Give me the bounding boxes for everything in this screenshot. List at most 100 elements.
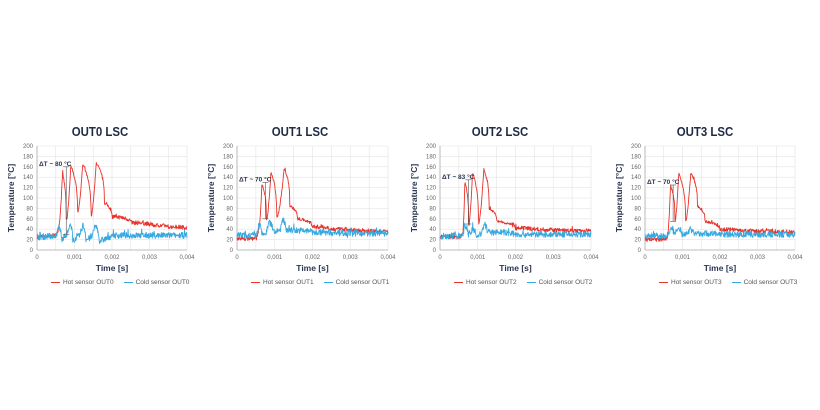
svg-text:160: 160 xyxy=(23,165,34,171)
svg-text:100: 100 xyxy=(23,196,34,202)
svg-text:140: 140 xyxy=(223,175,234,181)
line-plot: 0 20 40 60 80 100 120 140 160 180 200 0 0,001 0,002 0,… xyxy=(614,144,803,273)
legend-label: Cold sensor OUT1 xyxy=(335,279,390,286)
chart-panel-out2: OUT2 LSC 0 20 40 60 80 100 120 140 160 180 200 0 0,0… xyxy=(400,120,600,295)
svg-text:0: 0 xyxy=(230,248,234,254)
legend-label: Cold sensor OUT3 xyxy=(743,279,798,286)
legend-item-cold: Cold sensor OUT3 xyxy=(731,279,798,286)
hot-sensor-line xyxy=(644,172,796,242)
svg-text:120: 120 xyxy=(426,186,437,192)
svg-text:160: 160 xyxy=(426,165,437,171)
svg-text:80: 80 xyxy=(429,206,436,212)
svg-text:0,002: 0,002 xyxy=(712,255,728,261)
grid: 0 20 40 60 80 100 120 140 160 180 200 0 0,001 0,002 0,… xyxy=(631,144,803,261)
svg-text:200: 200 xyxy=(631,144,642,150)
svg-text:ΔT ~ 70 °C: ΔT ~ 70 °C xyxy=(647,178,680,186)
svg-text:20: 20 xyxy=(226,238,233,244)
svg-text:0: 0 xyxy=(433,248,437,254)
legend-label: Cold sensor OUT0 xyxy=(135,279,190,286)
svg-text:0,001: 0,001 xyxy=(470,255,486,261)
line-plot: 0 20 40 60 80 100 120 140 160 180 200 0 0,001 0,002 0,… xyxy=(206,144,396,273)
svg-text:200: 200 xyxy=(426,144,437,150)
svg-text:200: 200 xyxy=(223,144,234,150)
svg-text:0,003: 0,003 xyxy=(343,255,359,261)
grid: 0 20 40 60 80 100 120 140 160 180 200 0 0,001 0,002 0,… xyxy=(426,144,599,261)
hot-sensor-line xyxy=(439,167,592,240)
svg-text:80: 80 xyxy=(634,206,641,212)
x-axis-label: Time [s] xyxy=(499,263,532,273)
legend-label: Hot sensor OUT0 xyxy=(63,279,114,286)
hot-swatch-icon xyxy=(251,281,260,284)
svg-text:100: 100 xyxy=(426,196,437,202)
cold-sensor-line xyxy=(439,221,592,240)
chart-title: OUT1 LSC xyxy=(271,124,329,139)
cold-swatch-icon xyxy=(731,281,741,284)
svg-text:40: 40 xyxy=(429,227,436,233)
svg-text:0,004: 0,004 xyxy=(583,255,599,261)
svg-text:ΔT ~ 70 °C: ΔT ~ 70 °C xyxy=(239,175,272,183)
x-axis-label: Time [s] xyxy=(704,263,737,273)
grid: 0 20 40 60 80 100 120 140 160 180 200 0 0,001 0,002 0,… xyxy=(223,144,396,261)
svg-text:ΔT ~ 80 °C: ΔT ~ 80 °C xyxy=(39,160,72,168)
legend: Hot sensor OUT3 Cold sensor OUT3 xyxy=(659,279,797,286)
delta-t-annotation: ΔT ~ 80 °C xyxy=(39,160,72,235)
legend-item-hot: Hot sensor OUT1 xyxy=(251,279,314,286)
cold-swatch-icon xyxy=(123,281,133,284)
chart-title: OUT0 LSC xyxy=(71,124,129,139)
legend-item-hot: Hot sensor OUT3 xyxy=(659,279,722,286)
legend-label: Hot sensor OUT2 xyxy=(466,279,517,286)
svg-text:0,004: 0,004 xyxy=(179,255,195,261)
legend: Hot sensor OUT1 Cold sensor OUT1 xyxy=(251,279,389,286)
svg-text:120: 120 xyxy=(23,186,34,192)
legend: Hot sensor OUT0 Cold sensor OUT0 xyxy=(51,279,189,286)
svg-text:0,001: 0,001 xyxy=(675,255,691,261)
chart-panel-out3: OUT3 LSC 0 20 40 60 80 100 120 140 160 180 200 0 0,0… xyxy=(605,120,805,295)
chart-title: OUT3 LSC xyxy=(676,124,734,139)
svg-text:120: 120 xyxy=(631,186,642,192)
legend: Hot sensor OUT2 Cold sensor OUT2 xyxy=(454,279,592,286)
line-plot: 0 20 40 60 80 100 120 140 160 180 200 0 0,001 0,002 0,… xyxy=(409,144,599,273)
svg-text:40: 40 xyxy=(26,227,33,233)
svg-text:0,004: 0,004 xyxy=(380,255,396,261)
line-plot: 0 20 40 60 80 100 120 140 160 180 200 0 0,001 0,002 0,… xyxy=(6,144,195,273)
svg-text:0,002: 0,002 xyxy=(508,255,524,261)
chart-title: OUT2 LSC xyxy=(471,124,529,139)
svg-text:0: 0 xyxy=(235,255,239,261)
svg-text:0,001: 0,001 xyxy=(67,255,83,261)
x-axis-label: Time [s] xyxy=(96,263,129,273)
svg-text:0,004: 0,004 xyxy=(787,255,803,261)
svg-text:180: 180 xyxy=(223,154,234,160)
svg-text:60: 60 xyxy=(226,217,233,223)
y-axis-label: Temperature [°C] xyxy=(206,164,216,233)
hot-swatch-icon xyxy=(454,281,463,284)
y-axis-label: Temperature [°C] xyxy=(614,164,624,233)
svg-text:100: 100 xyxy=(631,196,642,202)
svg-text:60: 60 xyxy=(634,217,641,223)
svg-text:0,003: 0,003 xyxy=(142,255,158,261)
svg-text:140: 140 xyxy=(631,175,642,181)
svg-text:40: 40 xyxy=(634,227,641,233)
hot-sensor-line xyxy=(236,167,389,242)
legend-item-hot: Hot sensor OUT2 xyxy=(454,279,517,286)
svg-text:0,003: 0,003 xyxy=(750,255,766,261)
svg-text:0: 0 xyxy=(35,255,39,261)
cold-swatch-icon xyxy=(526,281,536,284)
svg-text:120: 120 xyxy=(223,186,234,192)
x-axis-label: Time [s] xyxy=(296,263,329,273)
svg-text:20: 20 xyxy=(429,238,436,244)
legend-label: Hot sensor OUT1 xyxy=(263,279,314,286)
svg-text:0,002: 0,002 xyxy=(104,255,120,261)
svg-text:160: 160 xyxy=(631,165,642,171)
svg-text:180: 180 xyxy=(631,154,642,160)
chart-panel-out0: OUT0 LSC 0 20 40 60 80 100 120 140 160 180 200 0 0,0… xyxy=(0,120,200,295)
svg-text:0: 0 xyxy=(438,255,442,261)
svg-text:180: 180 xyxy=(23,154,34,160)
svg-text:0,003: 0,003 xyxy=(546,255,562,261)
hot-swatch-icon xyxy=(51,281,60,284)
delta-t-annotation: ΔT ~ 70 °C xyxy=(647,178,680,222)
svg-text:60: 60 xyxy=(26,217,33,223)
svg-text:200: 200 xyxy=(23,144,34,150)
svg-text:ΔT ~ 83 °C: ΔT ~ 83 °C xyxy=(442,173,475,181)
svg-text:160: 160 xyxy=(223,165,234,171)
delta-t-annotation: ΔT ~ 70 °C xyxy=(239,175,272,220)
